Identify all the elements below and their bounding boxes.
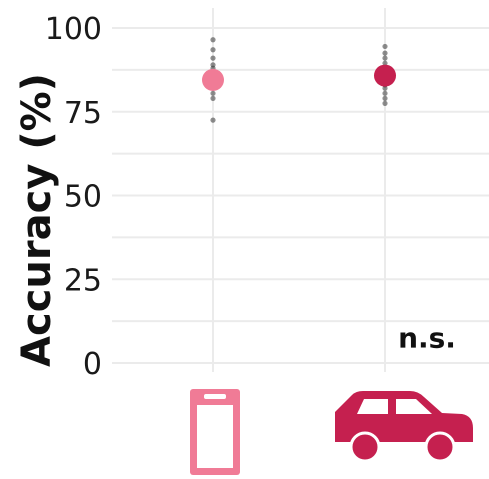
series-car xyxy=(374,43,396,106)
y-tick-label: 75 xyxy=(64,96,102,131)
data-point xyxy=(382,55,388,61)
data-point xyxy=(382,60,388,66)
data-point xyxy=(210,55,216,61)
data-point xyxy=(210,95,216,101)
data-point xyxy=(210,90,216,96)
y-axis-ticks: 0 25 50 75 100 xyxy=(45,12,102,382)
data-point xyxy=(382,90,388,96)
data-point xyxy=(210,37,216,43)
car-icon xyxy=(335,391,473,463)
y-tick-label: 0 xyxy=(83,347,102,382)
annotations: n.s. xyxy=(398,322,456,355)
mean-point xyxy=(374,64,396,87)
y-tick-label: 50 xyxy=(64,180,102,215)
data-marks xyxy=(202,37,396,123)
data-point xyxy=(210,62,216,68)
mean-point xyxy=(202,68,224,91)
significance-label: n.s. xyxy=(398,322,456,355)
data-point xyxy=(382,100,388,106)
data-point xyxy=(210,47,216,53)
y-tick-label: 100 xyxy=(45,12,102,47)
grid xyxy=(112,8,489,372)
data-point xyxy=(382,43,388,50)
y-tick-label: 25 xyxy=(64,263,102,298)
data-point xyxy=(382,95,388,101)
data-point xyxy=(210,117,216,123)
series-phone xyxy=(202,37,224,123)
y-axis-title: Accuracy (%) xyxy=(14,73,60,367)
smartphone-icon xyxy=(190,389,240,475)
data-point xyxy=(382,50,388,56)
